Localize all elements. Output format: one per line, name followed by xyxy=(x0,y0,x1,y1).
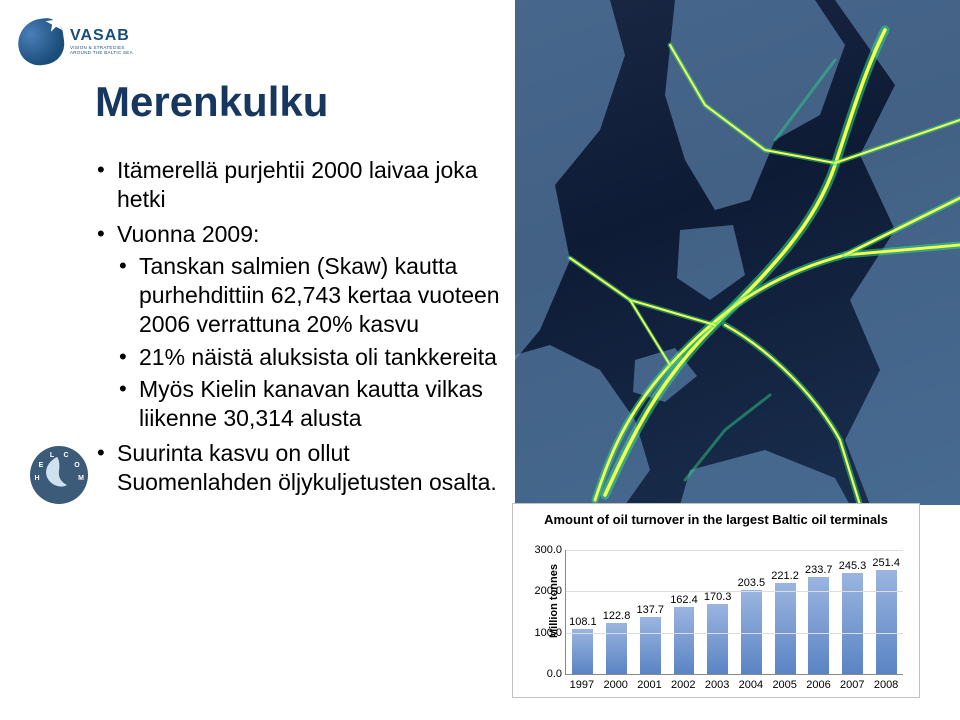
chart-bar-wrap: 170.3 xyxy=(701,550,735,674)
sub-bullet-item: Myös Kielin kanavan kautta vilkas liiken… xyxy=(117,375,510,433)
chart-bar: 162.4 xyxy=(674,607,695,674)
svg-text:L: L xyxy=(50,452,55,459)
chart-bar: 122.8 xyxy=(606,623,627,674)
sub-bullet-list: Tanskan salmien (Skaw) kautta purhehditt… xyxy=(117,252,510,433)
svg-text:E: E xyxy=(39,462,44,469)
bullet-list: Itämerellä purjehtii 2000 laivaa joka he… xyxy=(95,156,510,496)
brand-logo: VASAB VISION & STRATEGIES AROUND THE BAL… xyxy=(18,14,148,69)
svg-text:C: C xyxy=(63,452,68,459)
chart-bar-wrap: 251.4 xyxy=(869,550,903,674)
chart-gridline xyxy=(566,550,903,551)
chart-xtick: 2001 xyxy=(633,679,667,691)
chart-bar-wrap: 137.7 xyxy=(633,550,667,674)
chart-bar-wrap: 108.1 xyxy=(566,550,600,674)
chart-xtick: 2006 xyxy=(802,679,836,691)
chart-bar-value: 251.4 xyxy=(872,557,900,569)
logo-globe-icon xyxy=(15,16,67,68)
chart-bar-value: 162.4 xyxy=(670,594,698,606)
chart-ytick: 0.0 xyxy=(547,668,566,680)
sub-bullet-item: 21% näistä aluksista oli tankkereita xyxy=(117,343,510,372)
slide-content: Merenkulku Itämerellä purjehtii 2000 lai… xyxy=(95,78,510,502)
chart-bar-value: 170.3 xyxy=(704,591,732,603)
chart-bar-wrap: 122.8 xyxy=(600,550,634,674)
logo-star-icon xyxy=(44,11,67,34)
chart-ytick: 100.0 xyxy=(534,627,566,639)
chart-xtick: 2003 xyxy=(700,679,734,691)
svg-text:M: M xyxy=(78,475,84,482)
chart-xtick: 1997 xyxy=(565,679,599,691)
chart-bar: 221.2 xyxy=(775,583,796,674)
chart-bar-wrap: 162.4 xyxy=(667,550,701,674)
chart-bar: 137.7 xyxy=(640,617,661,674)
map-svg xyxy=(515,0,960,505)
chart-bar: 251.4 xyxy=(876,570,897,674)
chart-bar-value: 221.2 xyxy=(771,570,799,582)
chart-bar-wrap: 245.3 xyxy=(836,550,870,674)
sub-bullet-item: Tanskan salmien (Skaw) kautta purhehditt… xyxy=(117,252,510,338)
bullet-item: Itämerellä purjehtii 2000 laivaa joka he… xyxy=(95,156,510,214)
chart-bar-wrap: 203.5 xyxy=(735,550,769,674)
chart-xtick: 2002 xyxy=(666,679,700,691)
logo-text: VASAB VISION & STRATEGIES AROUND THE BAL… xyxy=(70,28,133,55)
chart-ytick: 200.0 xyxy=(534,585,566,597)
chart-gridline xyxy=(566,633,903,634)
chart-bar: 108.1 xyxy=(572,629,593,674)
chart-title: Amount of oil turnover in the largest Ba… xyxy=(513,504,919,530)
chart-xtick: 2004 xyxy=(734,679,768,691)
chart-bar-value: 137.7 xyxy=(636,604,664,616)
chart-bar: 245.3 xyxy=(842,573,863,674)
baltic-traffic-map xyxy=(515,0,960,505)
chart-bar-value: 203.5 xyxy=(738,577,766,589)
chart-gridline xyxy=(566,591,903,592)
chart-bar-wrap: 233.7 xyxy=(802,550,836,674)
chart-bar-value: 245.3 xyxy=(839,560,867,572)
logo-brand: VASAB xyxy=(70,28,133,44)
chart-bar-value: 122.8 xyxy=(603,610,631,622)
chart-xtick: 2007 xyxy=(835,679,869,691)
bullet-item: Vuonna 2009:Tanskan salmien (Skaw) kautt… xyxy=(95,220,510,433)
bullet-item: Suurinta kasvu on ollut Suomenlahden ölj… xyxy=(95,439,510,497)
chart-plot-area: 108.1 122.8 137.7 162.4 170.3 203.5 221.2 233.7… xyxy=(565,550,903,675)
chart-bars: 108.1 122.8 137.7 162.4 170.3 203.5 221.2 233.7… xyxy=(566,550,903,674)
slide-title: Merenkulku xyxy=(95,78,510,126)
logo-tagline-2: AROUND THE BALTIC SEA xyxy=(70,51,133,56)
chart-xlabels: 1997200020012002200320042005200620072008 xyxy=(565,679,903,691)
chart-bar-value: 108.1 xyxy=(569,616,597,628)
oil-turnover-chart: Amount of oil turnover in the largest Ba… xyxy=(512,503,920,698)
svg-text:O: O xyxy=(74,462,80,469)
chart-xtick: 2005 xyxy=(768,679,802,691)
chart-bar-wrap: 221.2 xyxy=(768,550,802,674)
chart-bar: 170.3 xyxy=(707,604,728,674)
svg-text:H: H xyxy=(34,475,39,482)
chart-xtick: 2000 xyxy=(599,679,633,691)
helcom-seal-icon: H E L C O M xyxy=(29,445,89,505)
chart-bar-value: 233.7 xyxy=(805,564,833,576)
chart-xtick: 2008 xyxy=(869,679,903,691)
chart-ytick: 300.0 xyxy=(534,544,566,556)
